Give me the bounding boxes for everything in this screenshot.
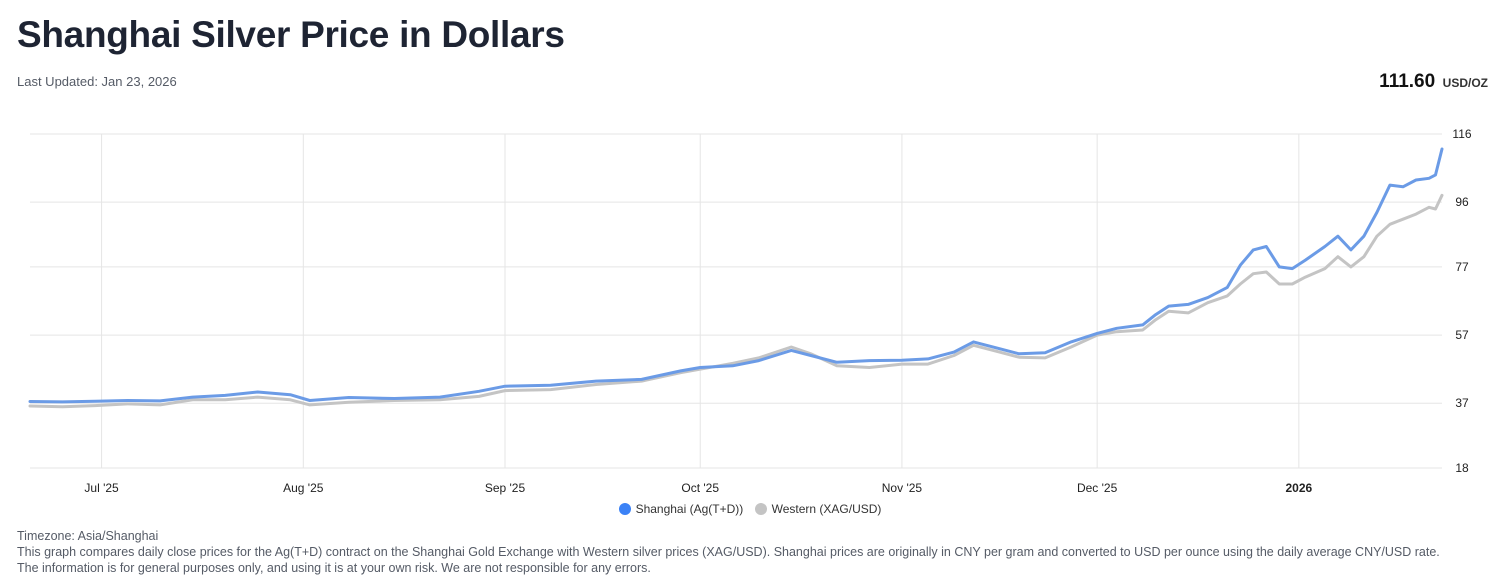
- y-tick-label: 37: [1455, 396, 1469, 410]
- series-lines: [28, 147, 1444, 409]
- legend-swatch-western: [754, 503, 767, 515]
- chart-legend: Shanghai (Ag(T+D)) Western (XAG/USD): [0, 502, 1500, 518]
- description-note: This graph compares daily close prices f…: [17, 545, 1440, 559]
- series-line-western: [28, 193, 1444, 409]
- timezone-note: Timezone: Asia/Shanghai: [17, 529, 159, 543]
- y-tick-label: 18: [1455, 461, 1469, 475]
- legend-label-western: Western (XAG/USD): [771, 502, 882, 516]
- grid-lines: [30, 133, 1442, 469]
- axis-labels: 18 37 57 77 96 116 Jul '25 Aug '25 Sep '25 Oct '2…: [84, 127, 1471, 495]
- y-tick-label: 116: [1452, 127, 1471, 141]
- legend-item-western[interactable]: Western (XAG/USD): [754, 502, 882, 516]
- current-price-unit: USD/OZ: [1442, 76, 1488, 90]
- disclaimer-note: The information is for general purposes …: [17, 561, 651, 575]
- series-line-shanghai: [28, 147, 1444, 404]
- silver-price-chart[interactable]: 18 37 57 77 96 116 Jul '25 Aug '25 Sep '25 Oct '2…: [0, 115, 1500, 500]
- page-title: Shanghai Silver Price in Dollars: [17, 14, 565, 55]
- y-tick-label: 77: [1455, 260, 1469, 274]
- current-price: 111.60 USD/OZ: [1379, 71, 1488, 93]
- legend-label-shanghai: Shanghai (Ag(T+D)): [635, 502, 744, 516]
- x-tick-label: Oct '25: [681, 481, 719, 495]
- chart-footer: Timezone: Asia/Shanghai This graph compa…: [17, 528, 1440, 576]
- y-tick-label: 57: [1455, 328, 1469, 342]
- x-tick-label: 2026: [1285, 481, 1312, 495]
- current-price-value: 111.60: [1379, 71, 1436, 92]
- y-tick-label: 96: [1455, 195, 1469, 209]
- x-tick-label: Jul '25: [84, 481, 119, 495]
- x-tick-label: Aug '25: [283, 481, 324, 495]
- x-tick-label: Sep '25: [485, 481, 526, 495]
- last-updated: Last Updated: Jan 23, 2026: [17, 74, 177, 89]
- x-tick-label: Nov '25: [882, 481, 923, 495]
- x-tick-label: Dec '25: [1077, 481, 1118, 495]
- legend-swatch-shanghai: [618, 503, 631, 515]
- legend-item-shanghai[interactable]: Shanghai (Ag(T+D)): [618, 502, 744, 516]
